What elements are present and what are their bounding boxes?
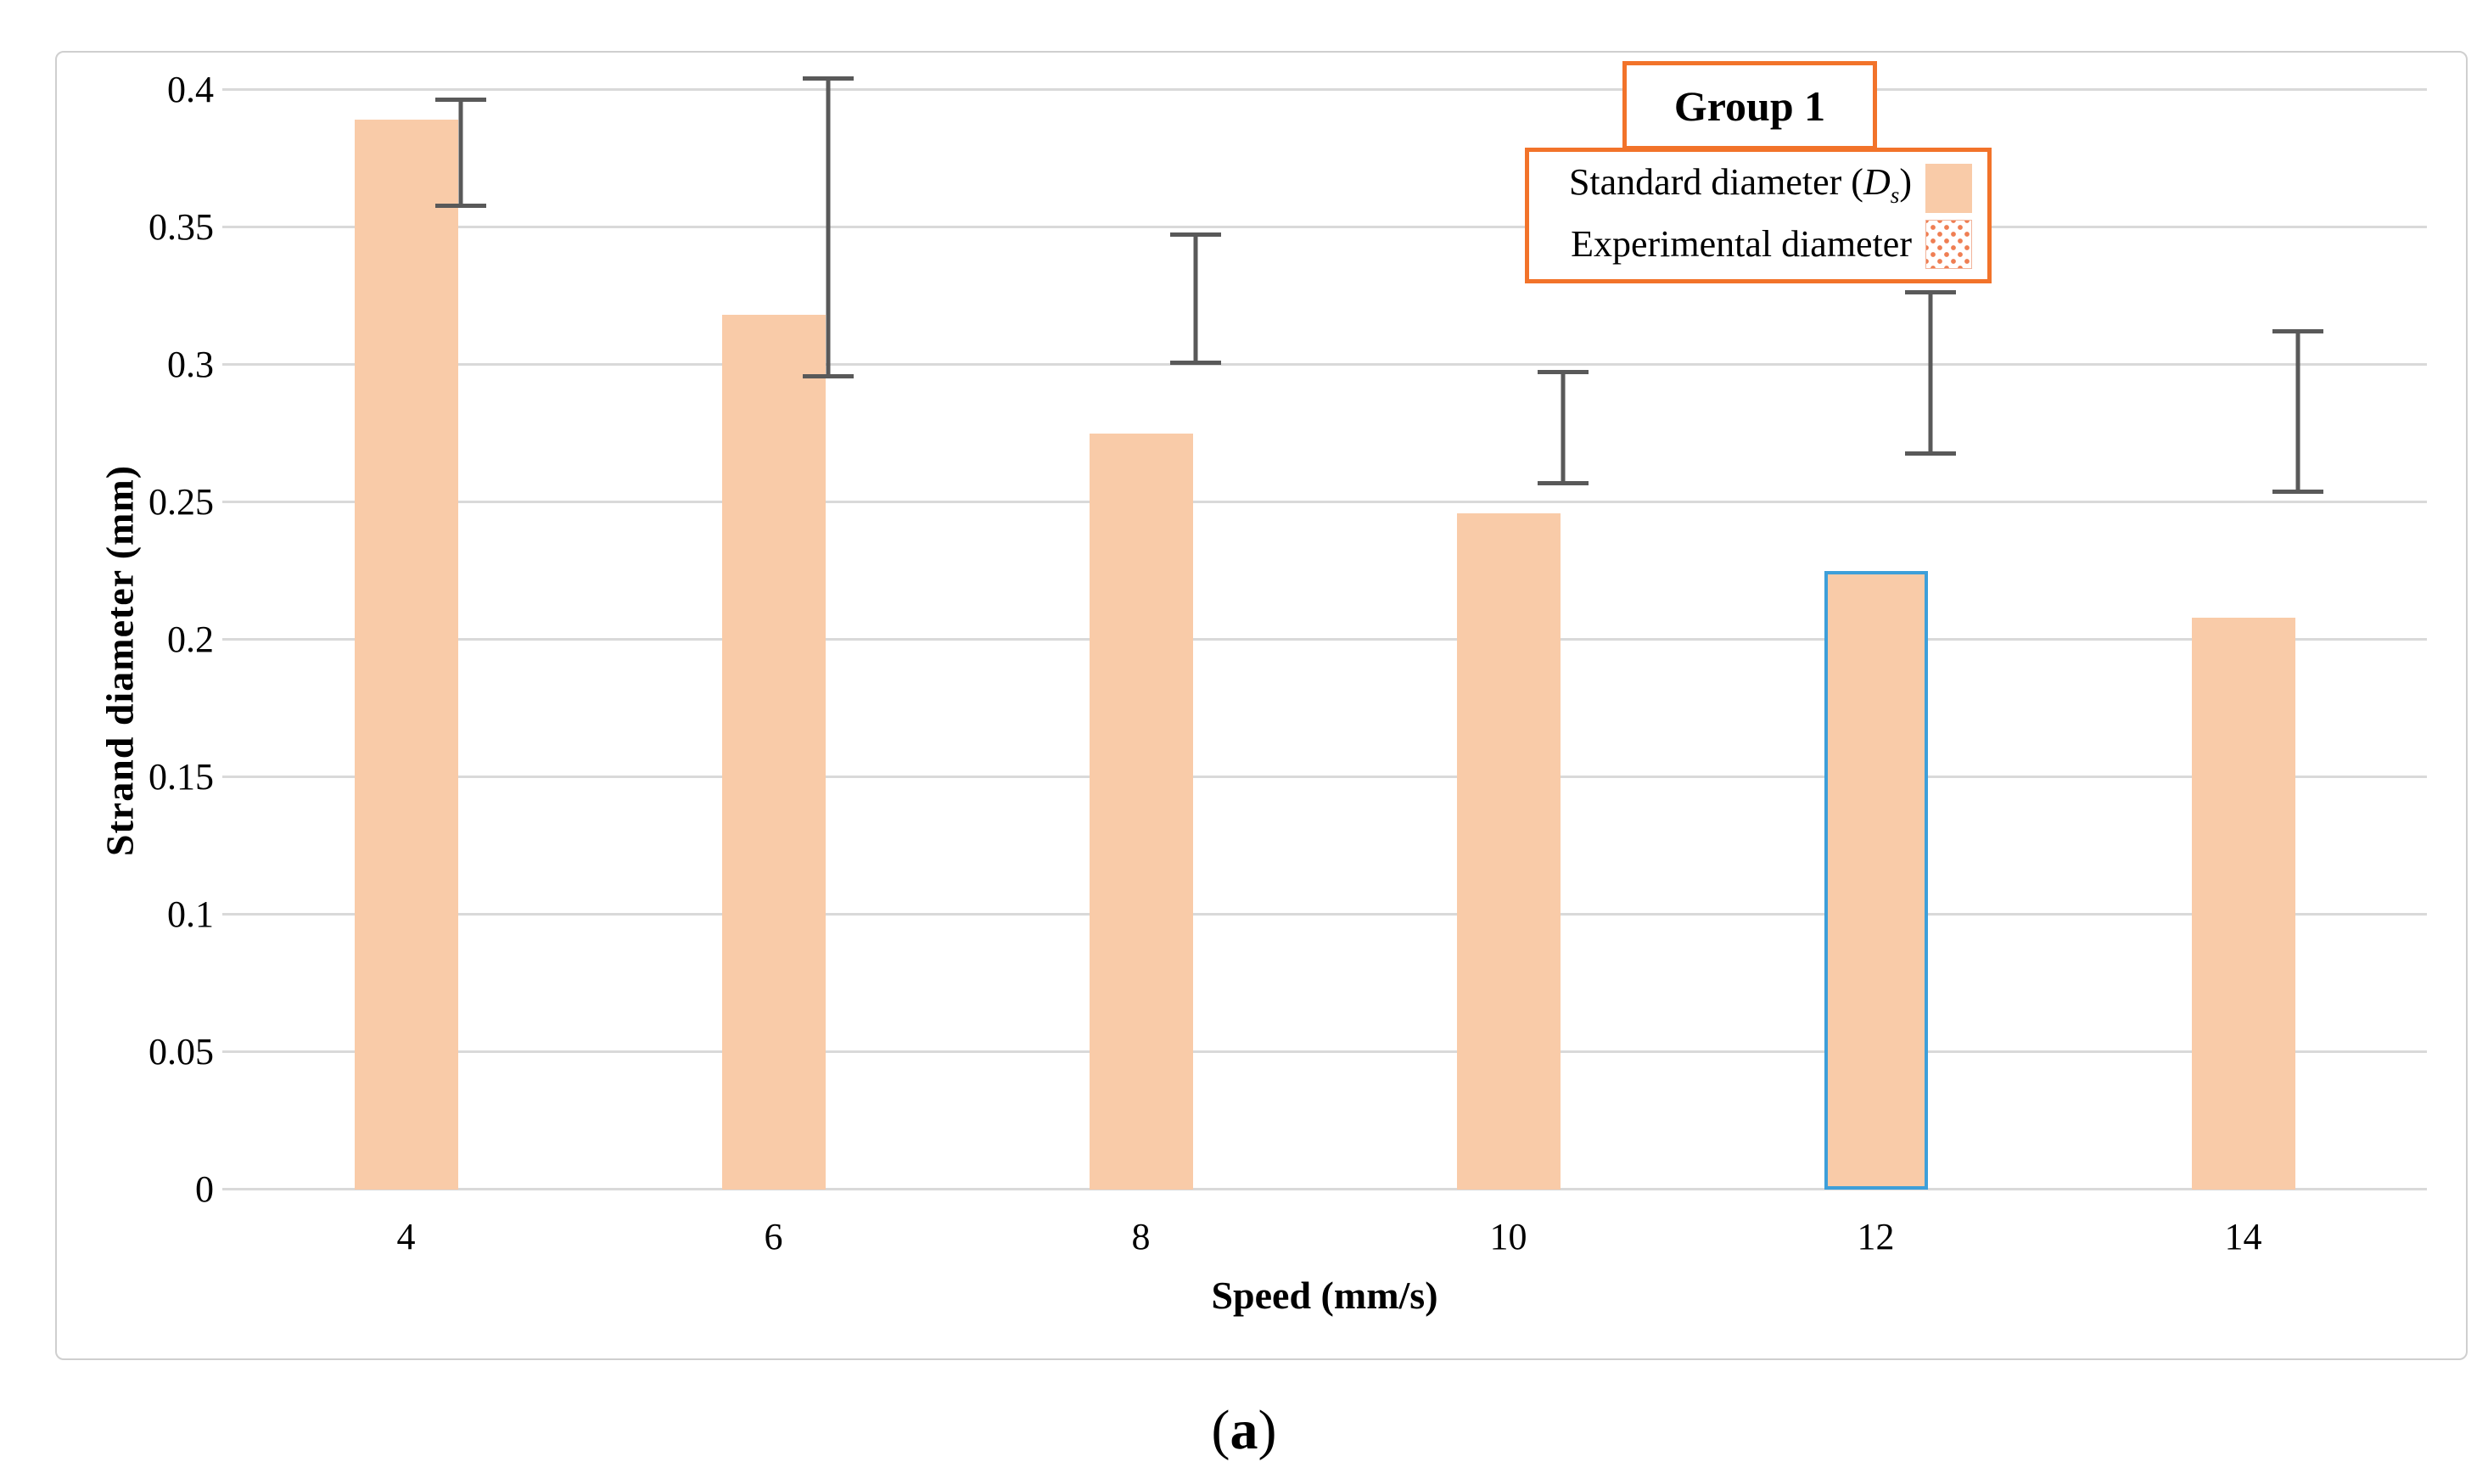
x-tick-label-4: 4 — [396, 1216, 416, 1257]
y-tick-label-0.15: 0.15 — [148, 755, 214, 798]
error-bar-speed-12 — [1904, 290, 1956, 456]
bar-group-speed-12: 12 — [1692, 53, 2059, 1256]
x-tick-label-10: 10 — [1489, 1216, 1527, 1257]
bar-group-speed-4: 4 — [222, 53, 590, 1256]
gridline-0.2 — [222, 637, 2427, 641]
y-tick-label-0.4: 0.4 — [167, 68, 214, 110]
error-bar-part — [1169, 232, 1221, 238]
y-tick-label-0.35: 0.35 — [148, 205, 214, 248]
y-tick-label-0.25: 0.25 — [148, 480, 214, 523]
bar-group-speed-6: 6 — [590, 53, 957, 1256]
standard-diameter-bar-speed-8 — [1089, 433, 1193, 1190]
x-tick-label-14: 14 — [2224, 1216, 2262, 1257]
error-bar-part — [1904, 290, 1956, 295]
error-bar-part — [1193, 232, 1197, 365]
error-bar-part — [826, 76, 830, 379]
standard-diameter-bar-speed-4 — [354, 120, 458, 1190]
error-bar-part — [1561, 370, 1565, 486]
y-tick-label-0: 0 — [195, 1168, 214, 1210]
standard-diameter-bar-speed-12 — [1824, 570, 1928, 1190]
error-bar-part — [2272, 490, 2323, 495]
bar-group-speed-10: 10 — [1325, 53, 1692, 1256]
error-bar-part — [1928, 290, 1932, 456]
error-bar-part — [802, 76, 854, 81]
error-bar-speed-6 — [802, 76, 854, 379]
x-tick-label-6: 6 — [764, 1216, 783, 1257]
standard-diameter-bar-speed-14 — [2191, 617, 2295, 1190]
error-bar-part — [802, 374, 854, 379]
legend-swatch-solid — [1925, 164, 1972, 214]
error-bar-speed-8 — [1169, 232, 1221, 365]
gridline-0.4 — [222, 87, 2427, 91]
gridline-0.25 — [222, 500, 2427, 503]
x-tick-label-12: 12 — [1857, 1216, 1895, 1257]
gridline-0 — [222, 1188, 2427, 1190]
error-bar-part — [434, 98, 486, 103]
bar-group-speed-14: 14 — [2059, 53, 2427, 1256]
error-bar-part — [1537, 370, 1589, 375]
gridline-0.15 — [222, 775, 2427, 778]
error-bar-part — [1904, 451, 1956, 456]
gridline-0.3 — [222, 362, 2427, 366]
bar-group-speed-8: 8 — [957, 53, 1325, 1256]
error-bar-part — [458, 98, 462, 209]
gridline-0.1 — [222, 912, 2427, 916]
error-bar-part — [2295, 328, 2300, 495]
legend-label-experimental: Experimental diameter — [1571, 223, 1912, 266]
legend: Standard diameter (Ds) Experimental diam… — [1525, 148, 1992, 283]
gridline-0.35 — [222, 225, 2427, 228]
legend-item-standard-diameter: Standard diameter (Ds) — [1546, 160, 1972, 216]
error-bar-part — [1169, 360, 1221, 365]
error-bar-speed-14 — [2272, 328, 2323, 495]
error-bar-part — [1537, 481, 1589, 486]
plot-area: 0 0.05 0.1 0.15 0.2 0.25 0.3 0.35 0.4 4 6 8 10 12 14 — [148, 53, 2427, 1256]
y-tick-label-0.1: 0.1 — [167, 893, 214, 935]
error-bar-speed-4 — [434, 98, 486, 209]
y-tick-label-0.3: 0.3 — [167, 343, 214, 385]
standard-diameter-bar-speed-10 — [1456, 512, 1561, 1190]
y-tick-label-0.2: 0.2 — [167, 618, 214, 660]
figure-caption: (a) — [1211, 1399, 1277, 1461]
bar-groups: 4 6 8 10 12 14 — [222, 53, 2427, 1256]
chart-frame: Strand diameter (mm) 0 0.05 0.1 0.15 0.2 0.25… — [55, 51, 2468, 1360]
legend-swatch-pattern — [1925, 220, 1972, 270]
legend-title: Group 1 — [1673, 81, 1826, 130]
x-tick-label-8: 8 — [1131, 1216, 1151, 1257]
y-tick-label-0.05: 0.05 — [148, 1030, 214, 1072]
error-bar-part — [2272, 328, 2323, 333]
standard-diameter-bar-speed-6 — [721, 315, 826, 1190]
gridline-0.05 — [222, 1050, 2427, 1053]
error-bar-speed-10 — [1537, 370, 1589, 486]
error-bar-part — [434, 204, 486, 209]
legend-item-experimental-diameter: Experimental diameter — [1546, 220, 1972, 270]
x-axis-title: Speed (mm/s) — [1211, 1274, 1438, 1317]
legend-label-standard: Standard diameter (Ds) — [1568, 160, 1912, 208]
legend-title-box: Group 1 — [1622, 61, 1877, 150]
